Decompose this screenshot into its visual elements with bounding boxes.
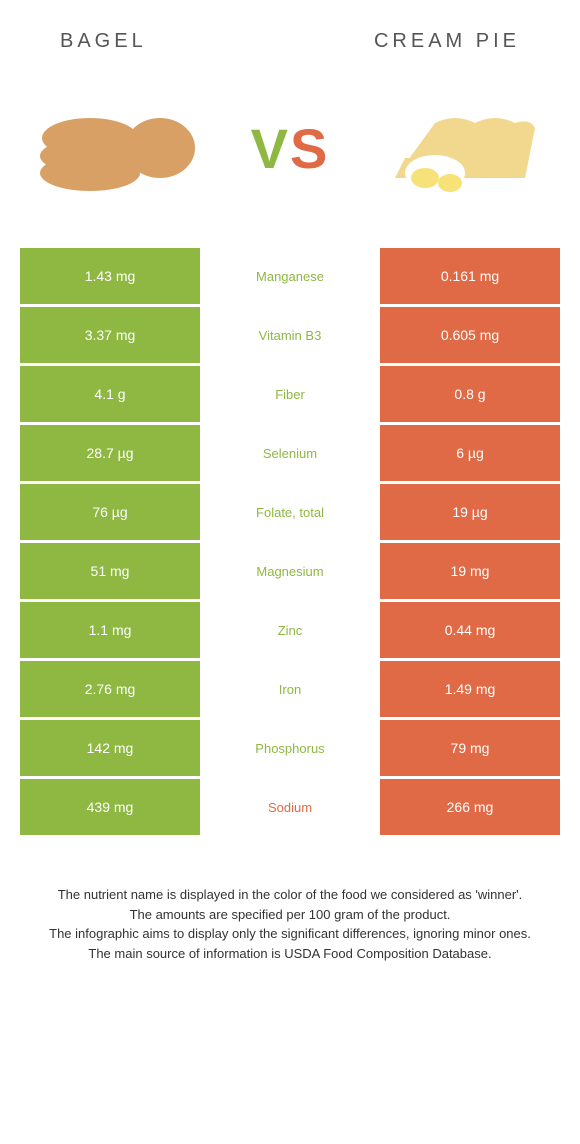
- header-row: BAGEL CREAM PIE: [20, 30, 560, 53]
- left-value: 1.43 mg: [20, 248, 200, 304]
- footer-line-2: The amounts are specified per 100 gram o…: [30, 905, 550, 925]
- nutrient-name: Selenium: [200, 425, 380, 481]
- bagel-image: [30, 83, 210, 213]
- table-row: 1.43 mgManganese0.161 mg: [20, 248, 560, 304]
- right-value: 266 mg: [380, 779, 560, 835]
- right-value: 6 µg: [380, 425, 560, 481]
- table-row: 3.37 mgVitamin B30.605 mg: [20, 307, 560, 363]
- table-row: 142 mgPhosphorus79 mg: [20, 720, 560, 776]
- left-value: 142 mg: [20, 720, 200, 776]
- footer-line-3: The infographic aims to display only the…: [30, 924, 550, 944]
- vs-s: S: [290, 116, 329, 181]
- right-value: 0.44 mg: [380, 602, 560, 658]
- nutrient-name: Fiber: [200, 366, 380, 422]
- nutrient-name: Folate, total: [200, 484, 380, 540]
- header-left-title: BAGEL: [60, 30, 147, 53]
- table-row: 439 mgSodium266 mg: [20, 779, 560, 835]
- table-row: 28.7 µgSelenium6 µg: [20, 425, 560, 481]
- left-value: 76 µg: [20, 484, 200, 540]
- table-row: 2.76 mgIron1.49 mg: [20, 661, 560, 717]
- nutrient-table: 1.43 mgManganese0.161 mg3.37 mgVitamin B…: [20, 248, 560, 835]
- nutrient-name: Phosphorus: [200, 720, 380, 776]
- header-right-title: CREAM PIE: [374, 30, 520, 53]
- right-value: 1.49 mg: [380, 661, 560, 717]
- left-value: 51 mg: [20, 543, 200, 599]
- vs-v: V: [251, 116, 290, 181]
- left-value: 28.7 µg: [20, 425, 200, 481]
- left-value: 3.37 mg: [20, 307, 200, 363]
- left-value: 4.1 g: [20, 366, 200, 422]
- bagel-icon: [35, 88, 205, 208]
- table-row: 76 µgFolate, total19 µg: [20, 484, 560, 540]
- infographic-container: BAGEL CREAM PIE V S: [0, 0, 580, 983]
- left-value: 2.76 mg: [20, 661, 200, 717]
- right-value: 19 µg: [380, 484, 560, 540]
- pie-icon: [375, 88, 545, 208]
- nutrient-name: Vitamin B3: [200, 307, 380, 363]
- left-value: 1.1 mg: [20, 602, 200, 658]
- left-value: 439 mg: [20, 779, 200, 835]
- nutrient-name: Manganese: [200, 248, 380, 304]
- vs-label: V S: [251, 116, 330, 181]
- right-value: 79 mg: [380, 720, 560, 776]
- right-value: 0.8 g: [380, 366, 560, 422]
- cream-pie-image: [370, 83, 550, 213]
- right-value: 0.605 mg: [380, 307, 560, 363]
- table-row: 1.1 mgZinc0.44 mg: [20, 602, 560, 658]
- nutrient-name: Zinc: [200, 602, 380, 658]
- footer-line-1: The nutrient name is displayed in the co…: [30, 885, 550, 905]
- nutrient-name: Magnesium: [200, 543, 380, 599]
- nutrient-name: Iron: [200, 661, 380, 717]
- images-row: V S: [20, 78, 560, 218]
- nutrient-name: Sodium: [200, 779, 380, 835]
- footer-line-4: The main source of information is USDA F…: [30, 944, 550, 964]
- footer-notes: The nutrient name is displayed in the co…: [20, 885, 560, 963]
- right-value: 19 mg: [380, 543, 560, 599]
- right-value: 0.161 mg: [380, 248, 560, 304]
- table-row: 51 mgMagnesium19 mg: [20, 543, 560, 599]
- table-row: 4.1 gFiber0.8 g: [20, 366, 560, 422]
